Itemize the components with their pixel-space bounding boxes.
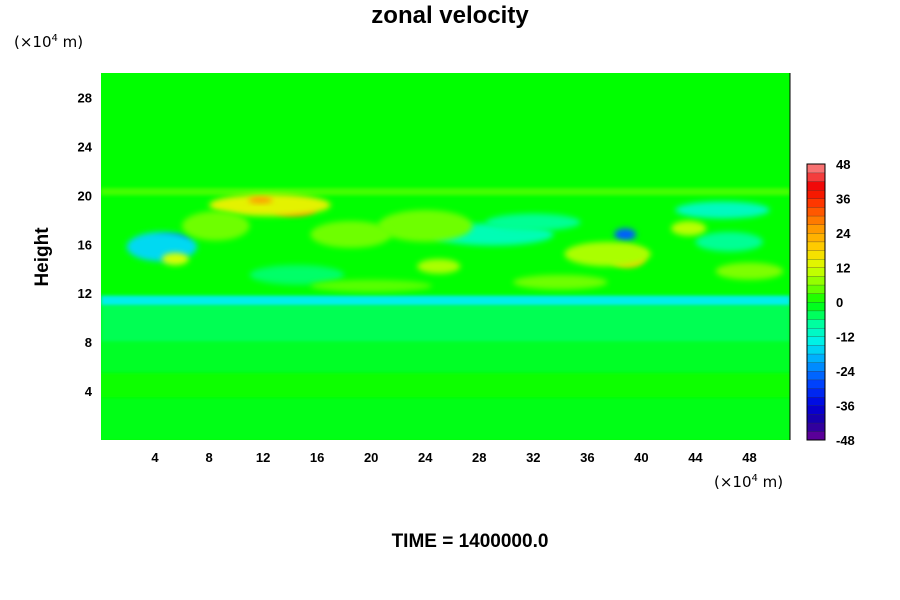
x-tick-label: 44 xyxy=(688,450,703,465)
heatmap-feature xyxy=(249,265,345,285)
colorbar: 48 36 24 12 0 -12 -24 -36 -48 xyxy=(806,157,856,448)
colorbar-swatch xyxy=(806,284,826,294)
colorbar-swatch xyxy=(806,189,826,199)
colorbar-swatch xyxy=(806,413,826,424)
colorbar-swatch xyxy=(806,293,826,303)
y-tick-label: 28 xyxy=(78,90,92,105)
heatmap-feature xyxy=(209,194,331,217)
colorbar-swatch xyxy=(806,206,826,217)
heatmap-band xyxy=(101,187,790,196)
colorbar-swatch xyxy=(806,379,826,389)
colorbar-swatch xyxy=(806,362,826,372)
colorbar-tick-label: -24 xyxy=(836,364,856,379)
colorbar-tick-label: 0 xyxy=(836,295,843,310)
x-tick-label: 40 xyxy=(634,450,648,465)
colorbar-swatch xyxy=(806,422,826,432)
heatmap-band xyxy=(101,342,790,373)
y-tick-label: 24 xyxy=(78,139,93,154)
heatmap-feature xyxy=(675,201,770,219)
heatmap-feature xyxy=(310,221,392,248)
x-tick-label: 4 xyxy=(151,450,159,465)
x-tick-label: 20 xyxy=(364,450,378,465)
colorbar-tick-label: 48 xyxy=(836,157,850,172)
colorbar-swatch xyxy=(806,232,826,243)
heatmap-band xyxy=(101,397,790,440)
x-tick-label: 36 xyxy=(580,450,594,465)
y-tick-label: 8 xyxy=(85,335,92,350)
x-tick-label: 8 xyxy=(205,450,212,465)
colorbar-swatch xyxy=(806,319,826,329)
colorbar-swatch xyxy=(806,301,826,312)
heatmap-feature xyxy=(486,213,581,231)
colorbar-swatch xyxy=(806,163,826,174)
colorbar-tick-label: 36 xyxy=(836,192,850,207)
colorbar-tick-label: 12 xyxy=(836,261,850,276)
colorbar-swatch xyxy=(806,215,826,225)
colorbar-swatch xyxy=(806,405,826,415)
colorbar-swatch xyxy=(806,327,826,337)
colorbar-swatch xyxy=(806,431,826,441)
colorbar-swatch xyxy=(806,250,826,260)
colorbar-swatch xyxy=(806,258,826,268)
heatmap-feature xyxy=(377,210,473,242)
heatmap-feature xyxy=(248,197,273,204)
heatmap-feature xyxy=(310,279,432,292)
heatmap-feature xyxy=(695,232,763,252)
y-tick-label: 20 xyxy=(78,188,92,203)
heatmap-feature xyxy=(182,211,250,241)
chart-title: zonal velocity xyxy=(371,2,529,29)
x-tick-label: 24 xyxy=(418,450,433,465)
time-label: TIME = 1400000.0 xyxy=(391,531,549,552)
heatmap-feature xyxy=(715,262,784,280)
colorbar-swatch xyxy=(806,198,826,208)
colorbar-swatch xyxy=(806,241,826,251)
colorbar-swatch xyxy=(806,275,826,286)
colorbar-tick-label: -36 xyxy=(836,399,855,414)
colorbar-swatch xyxy=(806,396,826,406)
heatmap-feature xyxy=(417,258,461,274)
colorbar-tick-label: -12 xyxy=(836,330,855,345)
colorbar-swatch xyxy=(806,353,826,363)
heatmap-band xyxy=(101,305,790,343)
y-tick-label: 12 xyxy=(78,286,92,301)
x-tick-label: 12 xyxy=(256,450,270,465)
colorbar-swatch xyxy=(806,336,826,346)
x-tick-label: 32 xyxy=(526,450,540,465)
colorbar-swatch xyxy=(806,370,826,381)
x-tick-label: 28 xyxy=(472,450,486,465)
heatmap-feature xyxy=(671,221,707,236)
y-axis-unit: (×104 m) xyxy=(14,33,84,51)
heatmap-band xyxy=(101,372,790,398)
colorbar-swatch xyxy=(806,267,826,277)
heatmap-band xyxy=(101,295,790,306)
heatmap-plot-area xyxy=(101,73,790,440)
heatmap-feature xyxy=(564,241,651,267)
heatmap-feature xyxy=(161,252,189,266)
colorbar-swatch xyxy=(806,224,826,234)
colorbar-tick-label: 24 xyxy=(836,226,851,241)
colorbar-swatch xyxy=(806,310,826,320)
colorbar-tick-label: -48 xyxy=(836,433,855,448)
heatmap-feature xyxy=(614,228,636,241)
x-tick-label: 16 xyxy=(310,450,324,465)
colorbar-swatch xyxy=(806,344,826,355)
colorbar-swatch xyxy=(806,388,826,398)
colorbar-frame xyxy=(806,163,826,441)
y-tick-label: 16 xyxy=(78,237,92,252)
heatmap-field xyxy=(101,73,790,440)
x-tick-label: 48 xyxy=(742,450,756,465)
heatmap-feature xyxy=(513,274,608,290)
y-tick-label: 4 xyxy=(85,384,93,399)
colorbar-swatch xyxy=(806,172,826,182)
x-axis-unit: (×104 m) xyxy=(714,473,784,491)
colorbar-swatch xyxy=(806,181,826,191)
